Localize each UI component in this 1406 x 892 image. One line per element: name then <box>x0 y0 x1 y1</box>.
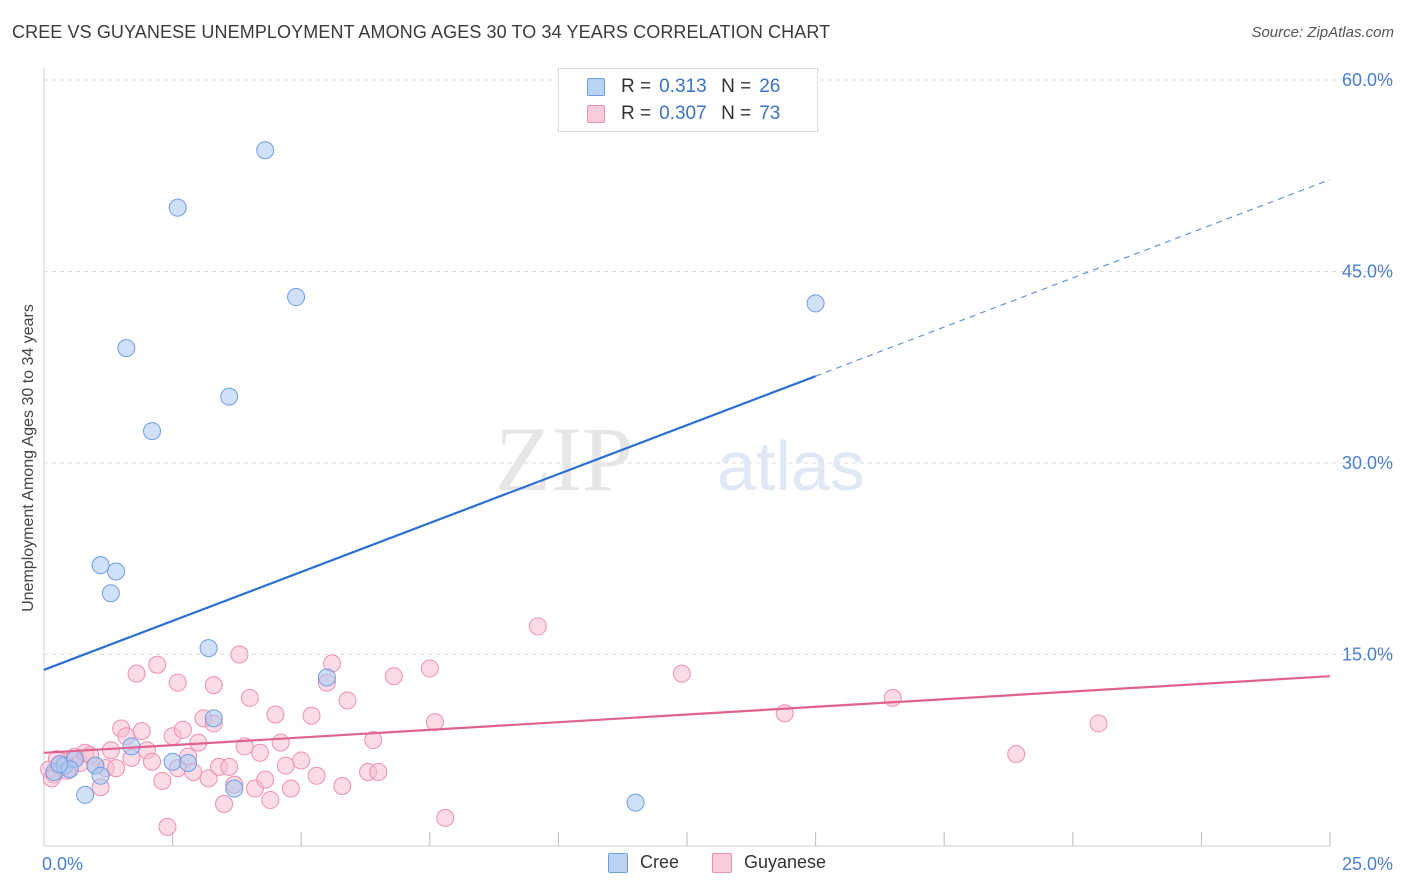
guyanese-r-label: R = <box>621 103 652 124</box>
y-tick-label: 60.0% <box>1342 70 1393 90</box>
legend-series: Cree Guyanese <box>0 852 1406 878</box>
guyanese-point <box>230 645 249 664</box>
cree-point <box>50 755 69 774</box>
guyanese-point <box>276 756 295 775</box>
guyanese-point <box>256 770 275 789</box>
cree-point <box>204 709 223 728</box>
cree-point <box>220 387 239 406</box>
cree-points <box>45 141 825 812</box>
guyanese-point <box>168 673 187 692</box>
cree-point <box>76 785 95 804</box>
cree-trendline <box>43 375 816 671</box>
cree-point <box>256 141 275 160</box>
cree-point <box>91 766 110 785</box>
guyanese-point <box>158 817 177 836</box>
legend-item-cree: Cree <box>608 852 679 873</box>
legend-correlation: R = 0.313 N = 26 R = 0.307 N = 73 <box>558 68 818 132</box>
guyanese-point <box>307 766 326 785</box>
cree-point <box>179 754 198 773</box>
source-label: Source: ZipAtlas.com <box>1251 24 1394 41</box>
guyanese-point <box>148 655 167 674</box>
guyanese-point <box>420 659 439 678</box>
guyanese-point <box>672 664 691 683</box>
guyanese-r-value: 0.307 <box>659 103 707 124</box>
cree-point <box>806 294 825 313</box>
chart-title: CREE VS GUYANESE UNEMPLOYMENT AMONG AGES… <box>12 22 831 42</box>
cree-point <box>626 793 645 812</box>
trend-lines <box>43 179 1331 754</box>
guyanese-point <box>302 706 321 725</box>
guyanese-point <box>1007 745 1026 764</box>
guyanese-point <box>204 676 223 695</box>
cree-point <box>117 339 136 358</box>
legend-guyanese-swatch <box>712 852 732 873</box>
guyanese-point <box>153 771 172 790</box>
axes <box>43 68 1331 847</box>
x-tick-label: 25.0% <box>1342 854 1393 874</box>
guyanese-point <box>281 779 300 798</box>
cree-n-label: N = <box>721 76 752 97</box>
guyanese-point <box>1089 714 1108 733</box>
legend-item-guyanese: Guyanese <box>712 852 826 873</box>
guyanese-point <box>528 617 547 636</box>
y-tick-label: 15.0% <box>1342 645 1393 665</box>
guyanese-point <box>251 743 270 762</box>
cree-point <box>143 422 162 441</box>
guyanese-swatch <box>587 105 605 123</box>
guyanese-point <box>240 688 259 707</box>
guyanese-trendline <box>43 675 1331 754</box>
cree-r-value: 0.313 <box>659 76 707 97</box>
y-tick-label: 30.0% <box>1342 453 1393 473</box>
guyanese-point <box>338 691 357 710</box>
guyanese-point <box>199 769 218 788</box>
legend-cree-label: Cree <box>640 852 680 872</box>
x-tick-label: 0.0% <box>42 854 83 874</box>
guyanese-n-label: N = <box>721 103 752 124</box>
guyanese-point <box>132 722 151 741</box>
cree-point <box>107 562 126 581</box>
legend-row-cree: R = 0.313 N = 26 <box>587 75 780 99</box>
cree-point <box>163 752 182 771</box>
watermark: ZIP atlas <box>495 408 865 510</box>
guyanese-point <box>127 664 146 683</box>
guyanese-point <box>384 667 403 686</box>
cree-r-label: R = <box>621 76 652 97</box>
guyanese-point <box>333 776 352 795</box>
guyanese-point <box>143 752 162 771</box>
cree-point <box>91 556 110 575</box>
guyanese-point <box>266 705 285 724</box>
guyanese-point <box>369 762 388 781</box>
cree-point <box>101 584 120 603</box>
guyanese-point <box>215 794 234 813</box>
watermark-atlas: atlas <box>717 427 865 505</box>
cree-swatch <box>587 78 605 96</box>
cree-point <box>317 668 336 687</box>
guyanese-point <box>883 688 902 707</box>
guyanese-point <box>220 757 239 776</box>
grid-lines <box>44 79 1395 655</box>
cree-point <box>287 288 306 307</box>
guyanese-point <box>271 733 290 752</box>
cree-trendline-extension <box>815 179 1331 377</box>
y-tick-label: 45.0% <box>1342 262 1393 282</box>
tick-labels: 15.0% 30.0% 45.0% 60.0% 0.0% 25.0% <box>42 70 1393 874</box>
guyanese-point <box>261 791 280 810</box>
legend-row-guyanese: R = 0.307 N = 73 <box>587 102 780 126</box>
cree-point <box>225 779 244 798</box>
guyanese-point <box>425 713 444 732</box>
guyanese-point <box>364 731 383 750</box>
guyanese-point <box>107 759 126 778</box>
cree-point <box>199 639 218 658</box>
guyanese-n-value: 73 <box>759 103 781 124</box>
legend-guyanese-label: Guyanese <box>744 852 827 872</box>
guyanese-point <box>173 720 192 739</box>
cree-point <box>168 198 187 217</box>
legend-cree-swatch <box>608 852 628 873</box>
guyanese-point <box>292 751 311 770</box>
cree-n-value: 26 <box>759 76 781 97</box>
watermark-zip: ZIP <box>495 408 633 510</box>
guyanese-point <box>436 808 455 827</box>
